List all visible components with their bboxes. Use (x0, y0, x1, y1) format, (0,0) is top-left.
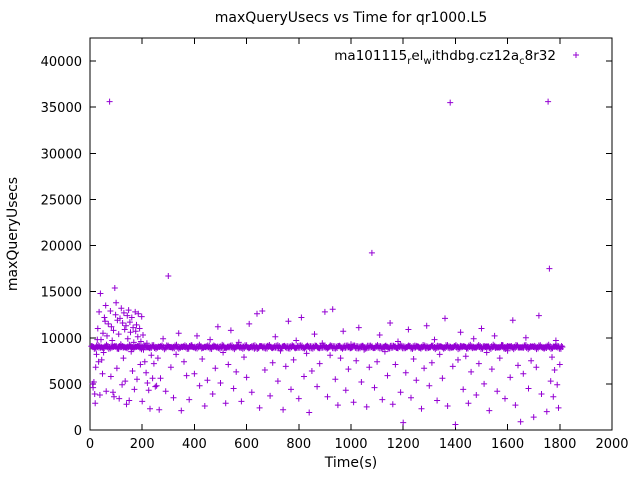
x-tick-label: 1000 (334, 437, 367, 452)
x-tick-label: 600 (234, 437, 259, 452)
data-points (88, 98, 566, 428)
plot-border (89, 37, 613, 431)
y-tick-label: 20000 (41, 240, 82, 255)
y-tick-label: 0 (74, 424, 82, 439)
x-axis-label: Time(s) (324, 455, 377, 471)
x-tick-label: 1400 (439, 437, 472, 452)
chart-title: maxQueryUsecs vs Time for qr1000.L5 (215, 10, 488, 26)
x-tick-label: 2000 (595, 437, 628, 452)
scatter-points (89, 98, 563, 428)
x-tick-label: 800 (286, 437, 311, 452)
x-tick-label: 1800 (543, 437, 576, 452)
legend: ma101115relwithdbg.cz12ac8r32 (334, 48, 579, 67)
y-tick-label: 25000 (41, 193, 82, 208)
tick-marks (89, 38, 613, 431)
y-tick-label: 10000 (41, 332, 82, 347)
legend-key-marker (573, 52, 579, 58)
axes: 0 200 400 600 800 1000 1200 1400 1600 1800 2000050… (41, 37, 629, 452)
legend-label: ma101115relwithdbg.cz12ac8r32 (334, 48, 556, 67)
x-tick-label: 1600 (491, 437, 524, 452)
x-tick-label: 200 (130, 437, 155, 452)
y-tick-label: 35000 (41, 101, 82, 116)
y-axis-label: maxQueryUsecs (5, 177, 21, 291)
x-tick-label: 1200 (387, 437, 420, 452)
y-tick-label: 5000 (49, 378, 82, 393)
y-tick-label: 15000 (41, 286, 82, 301)
y-tick-label: 30000 (41, 147, 82, 162)
x-tick-label: 0 (86, 437, 94, 452)
band-points (88, 341, 566, 353)
x-tick-label: 400 (182, 437, 207, 452)
y-tick-label: 40000 (41, 55, 82, 70)
